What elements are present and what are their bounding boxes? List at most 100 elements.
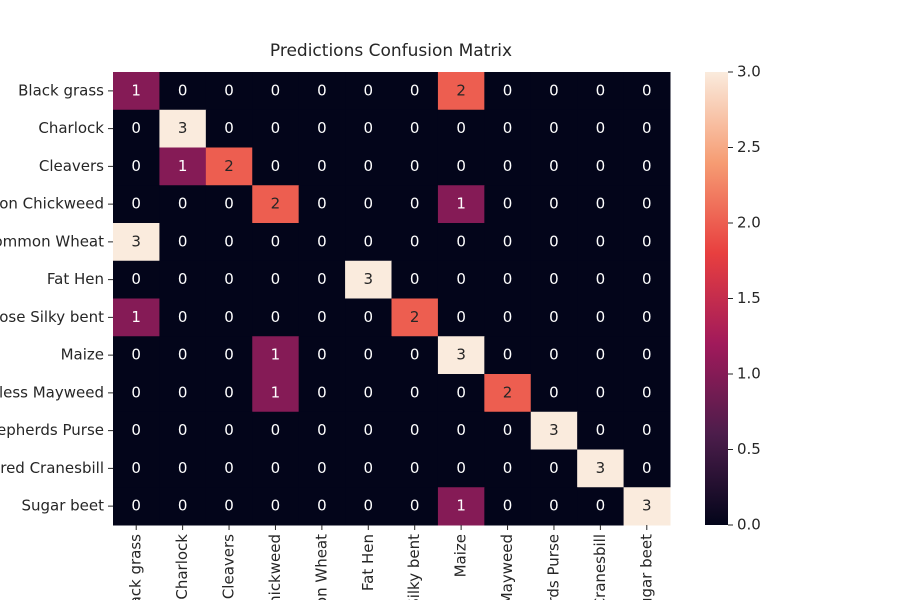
cell-label: 0 <box>364 421 374 439</box>
cell <box>159 185 207 224</box>
cell-label: 0 <box>456 308 466 326</box>
cell-label: 0 <box>503 346 513 364</box>
cell-label: 0 <box>131 119 141 137</box>
cell <box>298 411 346 450</box>
cell-label: 0 <box>364 346 374 364</box>
colorbar-tick-label: 3.0 <box>737 63 761 81</box>
cell-label: 0 <box>503 421 513 439</box>
cell-label: 3 <box>131 232 141 250</box>
cell-label: 0 <box>642 346 652 364</box>
cell <box>298 336 346 375</box>
cell-label: 0 <box>178 270 188 288</box>
cell-label: 0 <box>178 346 188 364</box>
cell <box>577 185 625 224</box>
cell-label: 0 <box>503 459 513 477</box>
cell <box>205 109 253 148</box>
cell-label: 0 <box>503 157 513 175</box>
cell-label: 0 <box>596 421 606 439</box>
y-tick-label: Maize <box>61 346 104 364</box>
cell-label: 0 <box>596 195 606 213</box>
cell-label: 0 <box>364 119 374 137</box>
cell <box>437 374 485 413</box>
cell-label: 0 <box>317 232 327 250</box>
cell-label: 0 <box>596 497 606 515</box>
cell <box>484 260 532 299</box>
cell-label: 0 <box>178 383 188 401</box>
cell <box>437 223 485 262</box>
cell <box>484 147 532 186</box>
cell <box>484 72 532 111</box>
cell <box>205 260 253 299</box>
cell <box>345 260 392 299</box>
cell <box>577 411 625 450</box>
cell <box>391 109 439 148</box>
cell-label: 0 <box>131 270 141 288</box>
cell-label: 0 <box>224 459 234 477</box>
cell <box>345 72 392 111</box>
cell <box>252 449 300 488</box>
cell-label: 0 <box>271 421 281 439</box>
cell <box>252 147 300 186</box>
cell <box>484 411 532 450</box>
cell <box>113 185 160 224</box>
cell-label: 0 <box>131 195 141 213</box>
cell <box>391 298 439 337</box>
cell-label: 0 <box>596 270 606 288</box>
x-tick-label: Small-flowered Cranesbill <box>591 534 609 600</box>
cell <box>205 336 253 375</box>
y-tick-label: Small-flowered Cranesbill <box>0 459 104 477</box>
colorbar <box>705 72 728 525</box>
cell <box>205 449 253 488</box>
cell <box>391 336 439 375</box>
cell-label: 0 <box>503 232 513 250</box>
cell <box>205 72 253 111</box>
cell-label: 3 <box>364 270 374 288</box>
cell-label: 0 <box>271 497 281 515</box>
cell <box>345 223 392 262</box>
cell-label: 0 <box>596 119 606 137</box>
cell-label: 0 <box>317 270 327 288</box>
cell-label: 0 <box>549 497 559 515</box>
y-tick-label: Shepherds Purse <box>0 421 104 439</box>
cell-label: 0 <box>642 421 652 439</box>
cell-label: 0 <box>410 421 420 439</box>
cell <box>484 223 532 262</box>
cell-label: 0 <box>549 383 559 401</box>
cell <box>113 336 160 375</box>
cell <box>345 298 392 337</box>
cell <box>345 449 392 488</box>
cell <box>345 109 392 148</box>
cell <box>252 374 300 413</box>
cell <box>623 411 671 450</box>
cell-label: 0 <box>503 270 513 288</box>
cell <box>484 336 532 375</box>
x-tick-label: Shepherds Purse <box>544 534 562 600</box>
cell <box>205 147 253 186</box>
cell <box>437 298 485 337</box>
cell <box>391 223 439 262</box>
cell-label: 0 <box>271 232 281 250</box>
cell <box>205 487 253 526</box>
cell-label: 0 <box>178 232 188 250</box>
cell-label: 0 <box>456 157 466 175</box>
cell-label: 0 <box>131 497 141 515</box>
cell <box>252 336 300 375</box>
cell <box>391 411 439 450</box>
colorbar-tick-label: 0.5 <box>737 440 761 458</box>
cell-label: 0 <box>549 270 559 288</box>
cell-label: 0 <box>178 308 188 326</box>
cell-label: 0 <box>642 119 652 137</box>
cell-label: 0 <box>271 270 281 288</box>
cell-label: 3 <box>642 497 652 515</box>
cell-label: 0 <box>364 383 374 401</box>
cell <box>530 487 578 526</box>
cell <box>484 374 532 413</box>
cell-label: 0 <box>503 308 513 326</box>
cell <box>391 260 439 299</box>
chart-title: Predictions Confusion Matrix <box>270 41 512 61</box>
cell <box>530 223 578 262</box>
cell <box>205 185 253 224</box>
cell-label: 0 <box>271 308 281 326</box>
cell-label: 0 <box>317 421 327 439</box>
cell <box>298 72 346 111</box>
